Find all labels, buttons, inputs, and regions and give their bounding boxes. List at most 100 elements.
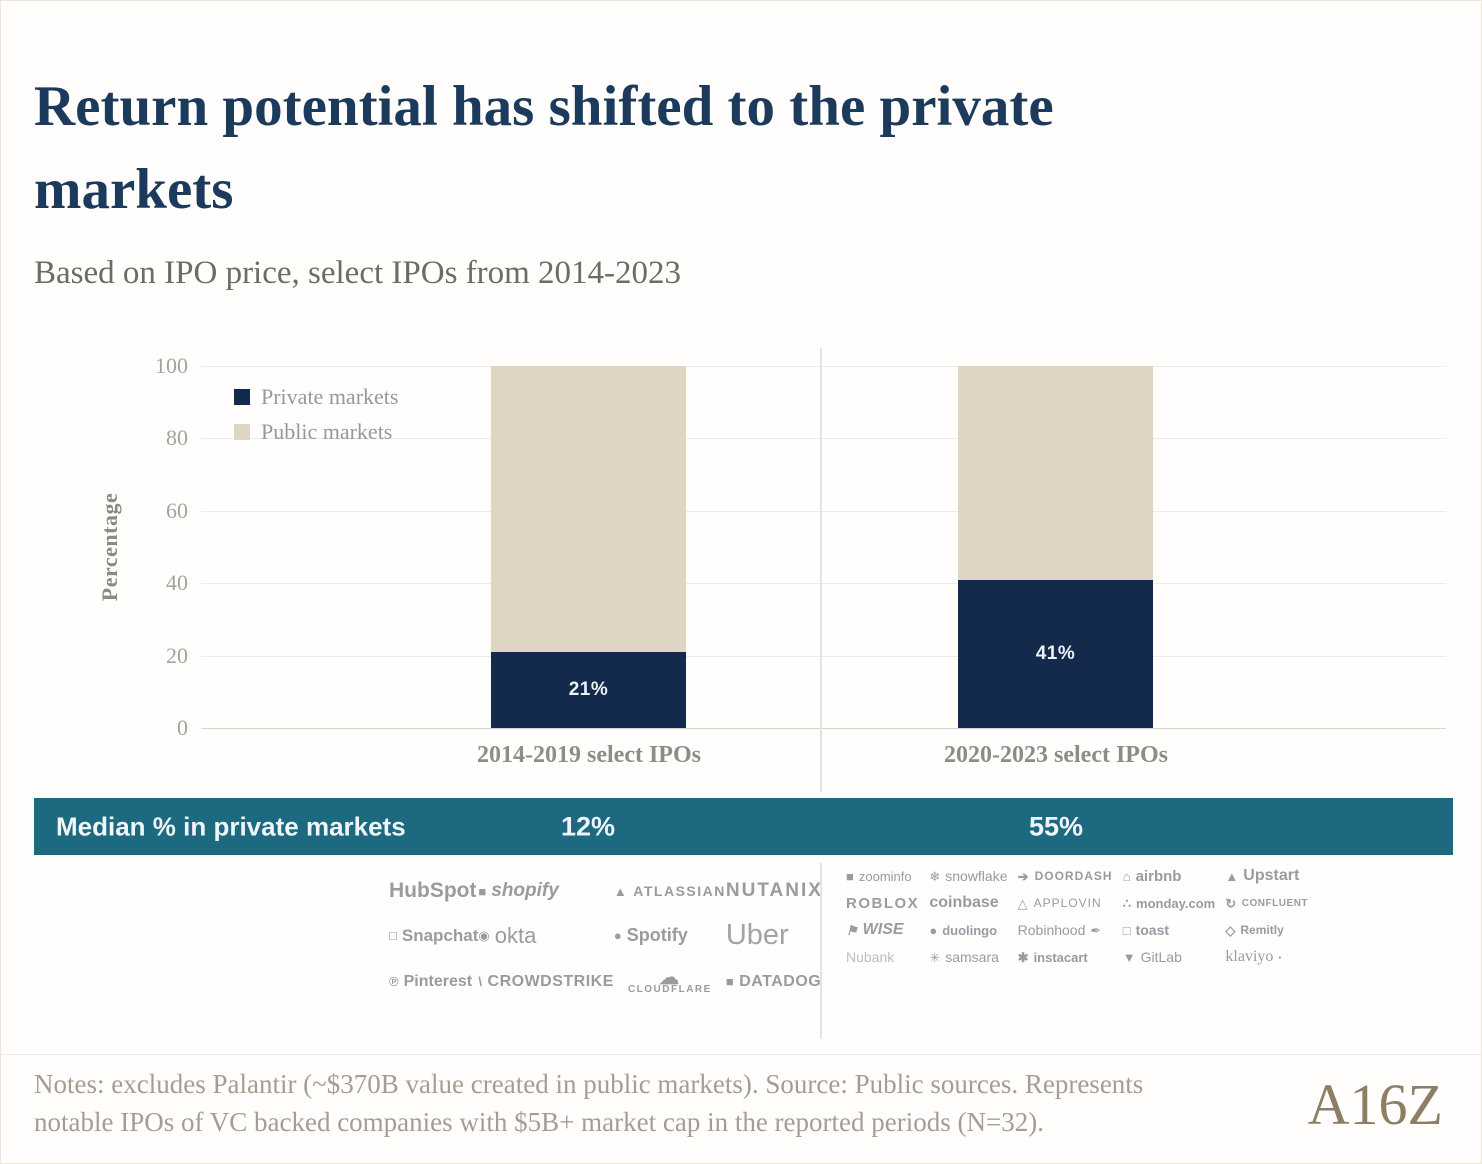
cloudflare-logo-text: CLOUDFLARE bbox=[627, 984, 712, 995]
monday-logo-text: monday.com bbox=[1136, 895, 1216, 911]
legend-item-public: Public markets bbox=[234, 419, 398, 445]
doordash-dash-icon: ➔ bbox=[1017, 868, 1030, 884]
roblox-logo: ROBLOX bbox=[846, 895, 919, 912]
crowdstrike-logo: \ CROWDSTRIKE bbox=[478, 973, 614, 991]
hubspot-logo-text: HubSpot bbox=[389, 879, 477, 902]
a16z-star-icon: ✦ bbox=[1386, 1102, 1399, 1117]
y-tick-label: 80 bbox=[166, 425, 188, 451]
chart-center-divider bbox=[820, 348, 822, 792]
legend: Private markets Public markets bbox=[234, 384, 398, 445]
bar-2020-2023: 41% bbox=[958, 366, 1153, 728]
klaviyo-mark-icon: ▪ bbox=[1278, 952, 1282, 962]
wise-logo: ⚑ WISE bbox=[846, 921, 919, 939]
monday-dots-icon: ∴ bbox=[1122, 895, 1132, 911]
coinbase-logo: coinbase bbox=[929, 894, 1007, 912]
samsara-logo: ✳ samsara bbox=[929, 949, 1007, 965]
spotify-logo: ● Spotify bbox=[614, 925, 726, 946]
nubank-logo: Nubank bbox=[846, 949, 919, 965]
footer-notes-line1: Notes: excludes Palantir (~$370B value c… bbox=[34, 1069, 1144, 1099]
crowdstrike-falcon-icon: \ bbox=[478, 974, 483, 989]
y-tick-label: 20 bbox=[166, 642, 188, 668]
y-tick-label: 40 bbox=[166, 570, 188, 596]
upstart-logo-text: Upstart bbox=[1243, 867, 1300, 884]
toast-icon: □ bbox=[1122, 922, 1131, 938]
applovin-logo: △ APPLOVIN bbox=[1018, 896, 1113, 910]
remitly-logo: ◇ Remitly bbox=[1225, 923, 1308, 937]
klaviyo-logo-text: klaviyo bbox=[1225, 948, 1274, 965]
samsara-icon: ✳ bbox=[929, 949, 941, 965]
upstart-logo: ▲ Upstart bbox=[1225, 867, 1308, 885]
zoominfo-logo: ■ zoominfo bbox=[846, 869, 919, 884]
instacart-logo: ✱ instacart bbox=[1018, 950, 1113, 965]
coinbase-logo-text: coinbase bbox=[929, 894, 999, 911]
roblox-logo-text: ROBLOX bbox=[846, 894, 920, 912]
robinhood-logo: Robinhood ✒ bbox=[1018, 922, 1113, 938]
footer-notes: Notes: excludes Palantir (~$370B value c… bbox=[34, 1065, 1143, 1142]
klaviyo-logo: klaviyo ▪ bbox=[1225, 948, 1308, 966]
okta-circle-icon: ◉ bbox=[478, 928, 490, 943]
remitly-logo-text: Remitly bbox=[1240, 923, 1284, 937]
confluent-logo: ↻ CONFLUENT bbox=[1225, 897, 1308, 910]
shopify-logo-text: shopify bbox=[491, 880, 559, 901]
wise-logo-text: WISE bbox=[862, 921, 904, 938]
wise-flag-icon: ⚑ bbox=[846, 922, 858, 938]
samsara-logo-text: samsara bbox=[945, 949, 999, 965]
page-subtitle: Based on IPO price, select IPOs from 201… bbox=[34, 255, 682, 291]
applovin-logo-text: APPLOVIN bbox=[1033, 896, 1102, 910]
median-value-2020-2023: 55% bbox=[1028, 811, 1084, 841]
uber-logo-text: Uber bbox=[725, 919, 789, 951]
logo-group-2020-2023: ■ zoominfo ❄ snowflake ➔ DOORDASH ⌂ airbnb ▲… bbox=[846, 867, 1308, 966]
snowflake-icon: ❄ bbox=[929, 868, 941, 884]
atlassian-peaks-icon: ▲ bbox=[613, 883, 629, 899]
zoominfo-logo-text: zoominfo bbox=[858, 868, 912, 884]
zoominfo-icon: ■ bbox=[846, 868, 854, 884]
bar-value-label: 21% bbox=[568, 678, 609, 700]
gridline bbox=[201, 655, 1446, 657]
gridline bbox=[201, 728, 1446, 729]
y-axis-title: Percentage bbox=[97, 492, 122, 602]
uber-logo: Uber bbox=[726, 919, 823, 952]
median-value-2014-2019: 12% bbox=[560, 811, 616, 841]
duolingo-logo: ● duolingo bbox=[929, 923, 1007, 938]
datadog-logo-text: DATADOG bbox=[739, 972, 822, 990]
nutanix-logo-text: NUTANIX bbox=[725, 880, 823, 901]
pinterest-p-icon: ℗ bbox=[389, 974, 399, 989]
legend-item-private: Private markets bbox=[234, 384, 398, 410]
private-markets-swatch-icon bbox=[234, 389, 250, 405]
category-label-2020-2023: 2020-2023 select IPOs bbox=[944, 742, 1168, 768]
airbnb-belo-icon: ⌂ bbox=[1122, 868, 1131, 884]
gitlab-tanuki-icon: ▼ bbox=[1122, 949, 1136, 965]
private-markets-segment: 41% bbox=[958, 579, 1153, 728]
snowflake-logo: ❄ snowflake bbox=[929, 868, 1007, 884]
confluent-icon: ↻ bbox=[1225, 895, 1237, 911]
category-label-2014-2019: 2014-2019 select IPOs bbox=[477, 742, 701, 768]
applovin-icon: △ bbox=[1017, 895, 1029, 911]
legend-label-private: Private markets bbox=[261, 384, 399, 409]
datadog-logo: ■ DATADOG bbox=[726, 973, 823, 991]
duolingo-owl-icon: ● bbox=[929, 922, 938, 938]
toast-logo-text: toast bbox=[1135, 922, 1170, 938]
upstart-icon: ▲ bbox=[1225, 868, 1239, 884]
logos-center-divider bbox=[820, 863, 822, 1039]
footer-divider bbox=[1, 1054, 1481, 1055]
public-markets-segment bbox=[958, 366, 1153, 580]
spotify-icon: ● bbox=[613, 928, 622, 943]
airbnb-logo: ⌂ airbnb bbox=[1123, 868, 1216, 885]
shopify-logo: ■ shopify bbox=[478, 880, 614, 902]
okta-logo-text: okta bbox=[494, 922, 537, 948]
doordash-logo-text: DOORDASH bbox=[1034, 869, 1113, 883]
public-markets-swatch-icon bbox=[234, 424, 250, 440]
instacart-logo-text: instacart bbox=[1033, 949, 1088, 965]
public-markets-segment bbox=[491, 366, 686, 652]
bar-value-label: 41% bbox=[1035, 642, 1076, 664]
a16z-logo-text: A16Z bbox=[1307, 1072, 1443, 1137]
median-banner: Median % in private markets 12% 55% bbox=[34, 798, 1453, 855]
atlassian-logo-text: ATLASSIAN bbox=[633, 883, 726, 899]
datadog-icon: ■ bbox=[725, 974, 735, 989]
nutanix-logo: NUTANIX bbox=[726, 880, 823, 902]
page-title: Return potential has shifted to the priv… bbox=[34, 65, 1054, 231]
logo-group-2014-2019: HubSpot ■ shopify ▲ ATLASSIAN NUTANIX □ Sna… bbox=[389, 879, 821, 995]
atlassian-logo: ▲ ATLASSIAN bbox=[614, 883, 726, 899]
page-title-line1: Return potential has shifted to the priv… bbox=[34, 75, 1054, 138]
snapchat-logo-text: Snapchat bbox=[401, 925, 479, 945]
